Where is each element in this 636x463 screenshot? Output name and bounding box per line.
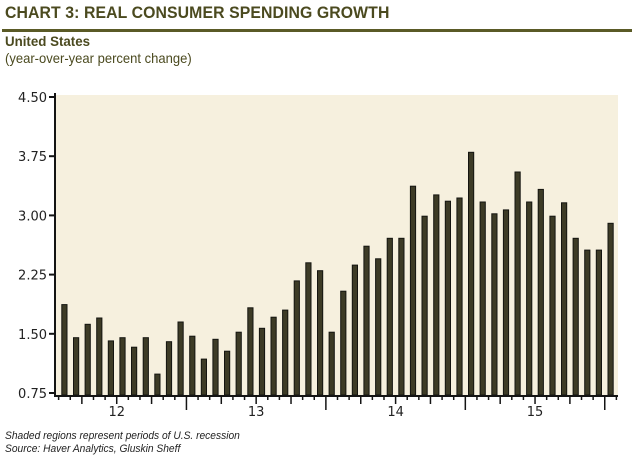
bar bbox=[561, 202, 568, 396]
x-tick-label: 12 bbox=[108, 405, 125, 420]
bar bbox=[224, 350, 231, 396]
bar bbox=[235, 331, 242, 396]
x-tick-label: 15 bbox=[527, 405, 544, 420]
y-tick-label: 3.75 bbox=[18, 150, 47, 165]
bar bbox=[282, 309, 289, 396]
bar bbox=[468, 151, 475, 396]
bar bbox=[444, 200, 451, 396]
y-tick-label: 0.75 bbox=[18, 387, 47, 402]
bar bbox=[165, 341, 173, 396]
bar bbox=[189, 335, 196, 396]
bar bbox=[177, 321, 184, 396]
bar bbox=[502, 209, 510, 396]
bar bbox=[142, 337, 149, 396]
bar bbox=[363, 245, 370, 396]
bar bbox=[607, 222, 614, 396]
plot-background bbox=[55, 95, 618, 396]
bar bbox=[514, 171, 521, 396]
bar bbox=[584, 249, 591, 396]
bar bbox=[409, 185, 417, 396]
chart-subtitle: United States bbox=[5, 33, 90, 49]
bar bbox=[351, 264, 358, 396]
bar bbox=[375, 258, 382, 396]
x-tick-label: 13 bbox=[248, 405, 265, 420]
bar bbox=[247, 307, 254, 396]
footer-note: Shaded regions represent periods of U.S.… bbox=[5, 430, 240, 442]
bar bbox=[433, 194, 440, 396]
bar bbox=[317, 270, 324, 396]
bar bbox=[340, 290, 347, 396]
bar bbox=[479, 201, 486, 396]
bar bbox=[212, 338, 219, 396]
bar bbox=[119, 337, 126, 396]
bar bbox=[258, 327, 266, 396]
bar bbox=[491, 213, 498, 396]
bar bbox=[421, 215, 428, 396]
y-axis: 0.75 1.50 2.25 3.00 3.75 4.50 bbox=[18, 91, 56, 402]
bar bbox=[526, 201, 533, 396]
bars bbox=[61, 151, 614, 396]
x-axis: 12 13 14 15 bbox=[54, 395, 618, 420]
bar bbox=[131, 346, 138, 396]
y-tick-label: 2.25 bbox=[18, 269, 47, 284]
y-tick-label: 3.00 bbox=[18, 209, 47, 224]
bar bbox=[270, 316, 277, 396]
unit-note: (year-over-year percent change) bbox=[5, 50, 192, 66]
bar bbox=[456, 197, 463, 396]
bar bbox=[328, 331, 335, 396]
bar bbox=[386, 237, 393, 396]
chart-title: CHART 3: REAL CONSUMER SPENDING GROWTH bbox=[5, 3, 390, 22]
bar bbox=[537, 188, 544, 396]
y-tick-label: 4.50 bbox=[18, 91, 47, 106]
bar bbox=[84, 323, 91, 396]
bar bbox=[107, 340, 115, 396]
bar bbox=[572, 237, 579, 396]
title-rule bbox=[2, 29, 632, 32]
bar bbox=[154, 373, 161, 396]
bar bbox=[398, 237, 405, 396]
bar bbox=[549, 215, 556, 396]
bar bbox=[305, 262, 312, 396]
bar bbox=[96, 317, 103, 396]
footer-source: Source: Haver Analytics, Gluskin Sheff bbox=[5, 443, 181, 455]
bar bbox=[73, 337, 80, 396]
bar bbox=[293, 280, 300, 396]
bar bbox=[595, 249, 602, 396]
bar bbox=[61, 304, 68, 396]
y-tick-label: 1.50 bbox=[18, 328, 47, 343]
x-tick-label: 14 bbox=[387, 405, 404, 420]
bar bbox=[200, 358, 208, 396]
